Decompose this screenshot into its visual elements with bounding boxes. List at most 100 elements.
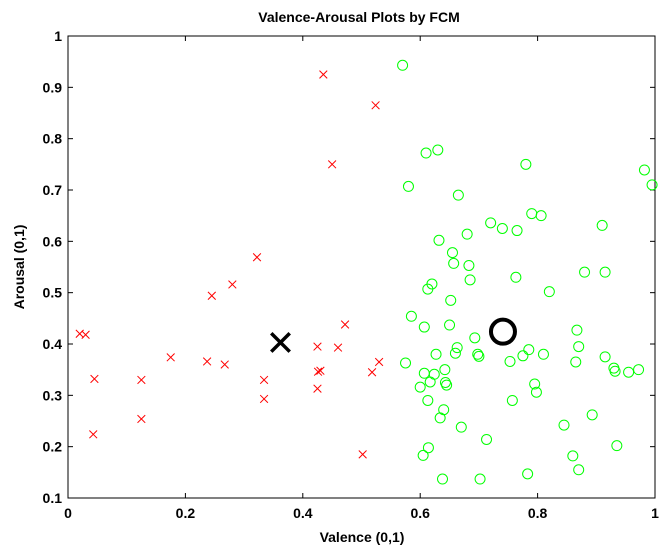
data-point-x xyxy=(367,368,377,377)
y-tick-label: 0.2 xyxy=(43,439,63,455)
data-point-o xyxy=(464,274,476,286)
data-point-o xyxy=(586,409,598,421)
data-point-o xyxy=(611,440,623,452)
data-point-o xyxy=(517,350,529,362)
data-point-o xyxy=(420,147,432,159)
x-tick-label: 0 xyxy=(64,505,72,521)
data-point-o xyxy=(422,442,434,454)
data-point-o xyxy=(426,278,438,290)
data-point-o xyxy=(529,378,541,390)
data-point-x xyxy=(374,357,384,367)
data-point-o xyxy=(463,259,475,271)
data-point-o xyxy=(567,450,579,462)
data-point-o xyxy=(445,294,457,306)
data-point-x xyxy=(313,384,322,393)
data-point-o xyxy=(520,158,532,170)
x-tick-label: 0.2 xyxy=(176,505,196,521)
data-point-o xyxy=(405,310,417,322)
data-point-o xyxy=(537,348,549,360)
y-axis-label: Arousal (0,1) xyxy=(11,225,27,310)
data-point-o xyxy=(448,257,460,269)
data-point-o xyxy=(510,271,522,283)
data-point-o xyxy=(400,357,412,369)
data-point-o xyxy=(511,225,523,237)
data-point-x xyxy=(333,343,343,352)
data-point-o xyxy=(522,468,534,480)
x-tick-label: 0.4 xyxy=(293,505,313,521)
y-tick-label: 0.7 xyxy=(43,182,63,198)
data-point-o xyxy=(461,228,473,240)
data-point-o xyxy=(449,347,461,359)
data-point-o xyxy=(433,234,445,246)
x-tick-label: 1 xyxy=(651,505,659,521)
data-point-o xyxy=(474,473,486,485)
data-point-o xyxy=(439,364,451,376)
data-point-o xyxy=(571,324,583,336)
data-point-o xyxy=(438,404,450,416)
x-tick-label: 0.6 xyxy=(410,505,430,521)
y-tick-label: 1 xyxy=(54,28,62,44)
data-point-x xyxy=(259,375,269,385)
x-axis-label: Valence (0,1) xyxy=(320,529,405,545)
data-point-x xyxy=(252,253,262,262)
data-point-x xyxy=(340,320,350,329)
data-point-o xyxy=(623,366,635,378)
data-point-o xyxy=(430,348,442,360)
data-point-o xyxy=(573,341,585,353)
data-point-o xyxy=(473,350,485,362)
data-point-o xyxy=(422,394,434,406)
data-point-x xyxy=(220,360,229,369)
data-point-o xyxy=(543,286,555,298)
data-point-o xyxy=(417,449,429,461)
x-tick-label: 0.8 xyxy=(528,505,548,521)
y-tick-label: 0.9 xyxy=(43,79,63,95)
data-point-x xyxy=(319,70,328,79)
data-point-o xyxy=(414,381,426,393)
data-point-o xyxy=(558,419,570,431)
axis-ticks: 0 0.2 0.4 0.6 0.8 1 0.1 0.2 0.3 0.4 0.5 0.6 0.7 0.8 0.… xyxy=(43,28,660,521)
data-point-x xyxy=(89,430,98,439)
y-tick-label: 0.1 xyxy=(43,490,63,506)
data-point-o xyxy=(418,321,430,333)
centroid-x-marker xyxy=(270,331,291,353)
data-point-x xyxy=(81,330,90,339)
data-point-x xyxy=(207,291,217,300)
data-point-o xyxy=(428,368,440,380)
y-tick-label: 0.3 xyxy=(43,387,63,403)
data-point-o xyxy=(523,344,535,356)
data-point-x xyxy=(137,375,146,385)
data-point-o xyxy=(455,421,467,433)
data-point-x xyxy=(259,394,269,404)
centroid-o-marker xyxy=(488,317,517,346)
data-point-x xyxy=(90,374,99,384)
data-point-o xyxy=(535,210,547,222)
data-point-o xyxy=(573,464,585,476)
data-point-o xyxy=(633,364,645,376)
data-point-x xyxy=(316,366,325,375)
data-point-o xyxy=(496,223,508,234)
plot-area xyxy=(67,35,656,499)
data-point-x xyxy=(371,101,380,110)
data-point-x xyxy=(358,450,367,459)
data-point-o xyxy=(397,59,409,71)
data-point-o xyxy=(469,332,481,344)
data-point-o xyxy=(451,342,463,354)
data-point-x xyxy=(202,357,212,366)
chart-title: Valence-Arousal Plots by FCM xyxy=(258,9,460,25)
y-tick-label: 0.6 xyxy=(43,233,63,249)
data-point-o xyxy=(638,164,650,176)
data-point-o xyxy=(441,379,453,391)
data-point-o xyxy=(579,266,591,278)
data-point-o xyxy=(570,356,582,368)
data-point-o xyxy=(485,217,497,229)
data-point-o xyxy=(596,219,608,231)
data-point-o xyxy=(444,319,456,331)
data-point-x xyxy=(137,414,146,424)
data-marks xyxy=(75,59,658,485)
data-point-o xyxy=(481,433,493,445)
data-point-o xyxy=(530,386,542,398)
data-point-o xyxy=(452,189,464,201)
data-point-o xyxy=(432,144,444,156)
data-point-o xyxy=(437,473,449,485)
data-point-o xyxy=(609,365,621,377)
